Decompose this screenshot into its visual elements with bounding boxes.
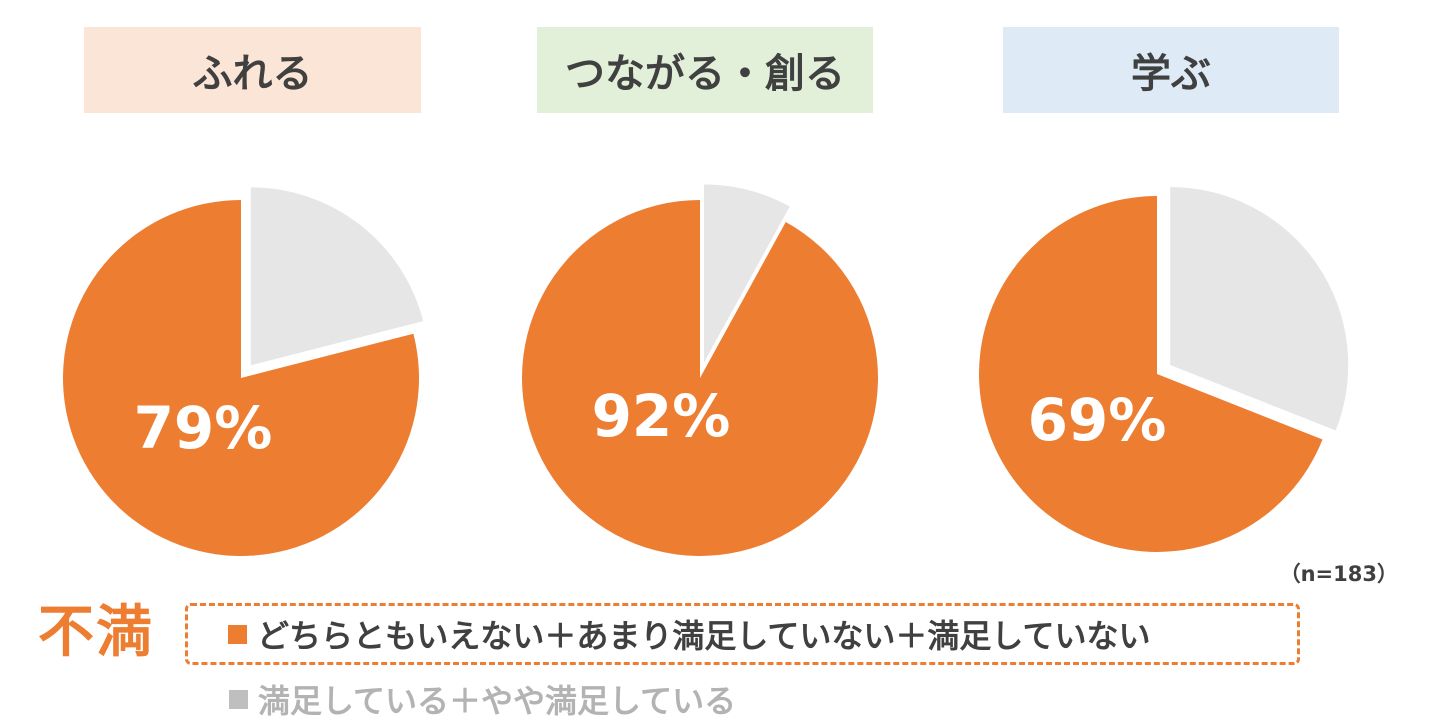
- pie-slice-satisfied-1: [703, 184, 790, 363]
- dissatisfied-title: 不満: [38, 600, 154, 665]
- pie-slice-satisfied-0: [250, 187, 424, 366]
- legend-swatch-satisfied: [229, 689, 248, 709]
- legend-swatch-dissatisfied: [228, 624, 247, 644]
- header-manabu: 学ぶ: [1003, 27, 1339, 113]
- sample-size: （n=183）: [1279, 562, 1398, 586]
- legend-label-dissatisfied: どちらともいえない＋あまり満足していない＋満足していない: [257, 617, 1151, 655]
- pie-value-label-1: 92%: [592, 382, 731, 450]
- header-fureru: ふれる: [84, 27, 421, 113]
- pie-charts: 79% 92% 69%: [62, 184, 1349, 556]
- pie-slice-dissatisfied-1: [521, 200, 878, 556]
- pie-slice-satisfied-2: [1170, 187, 1349, 431]
- dissatisfied-legend-box: どちらともいえない＋あまり満足していない＋満足していない: [185, 603, 1300, 665]
- legend-item-dissatisfied: どちらともいえない＋あまり満足していない＋満足していない: [228, 611, 1150, 657]
- pie-slice-dissatisfied-0: [62, 200, 419, 556]
- legend-item-satisfied: 満足している＋やや満足している: [229, 676, 736, 722]
- pie-value-label-0: 79%: [134, 394, 273, 462]
- pie-value-label-2: 69%: [1028, 386, 1167, 454]
- pie-slice-dissatisfied-2: [979, 196, 1323, 552]
- header-tsunagaru-tsukuru: つながる・創る: [537, 27, 873, 113]
- legend-label-satisfied: 満足している＋やや満足している: [258, 682, 737, 720]
